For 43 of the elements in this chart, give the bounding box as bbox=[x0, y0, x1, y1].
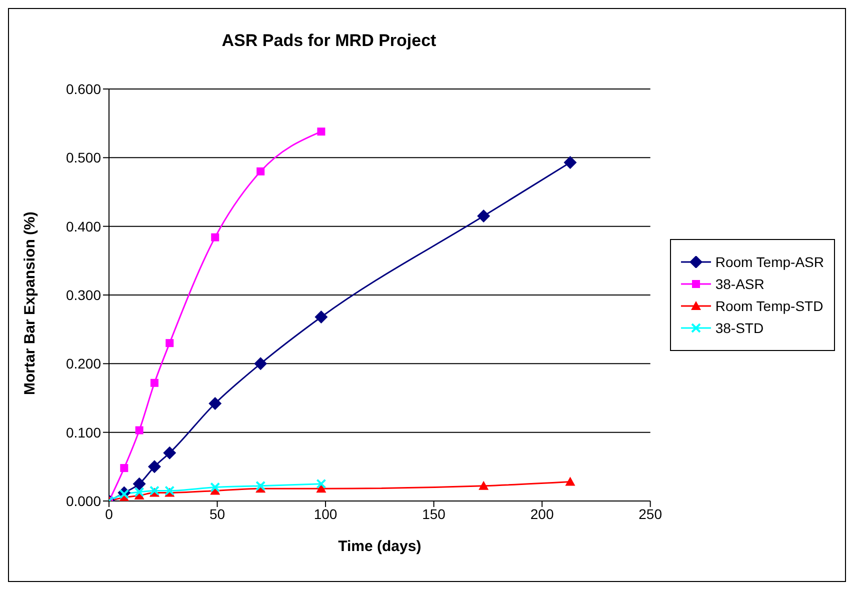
point bbox=[254, 357, 268, 370]
point bbox=[163, 446, 176, 460]
point bbox=[317, 128, 326, 136]
x-tick-label: 0 bbox=[105, 506, 114, 522]
point bbox=[148, 460, 161, 474]
point bbox=[316, 478, 326, 489]
legend-label: 38-ASR bbox=[715, 276, 764, 292]
y-tick-label: 0.300 bbox=[66, 286, 102, 303]
point bbox=[256, 167, 265, 176]
y-tick-label: 0.200 bbox=[66, 356, 102, 372]
point bbox=[210, 482, 220, 492]
x-axis-title: Time (days) bbox=[338, 538, 422, 555]
legend-label: 38-STD bbox=[715, 320, 764, 336]
point bbox=[132, 477, 146, 490]
point bbox=[211, 233, 220, 242]
y-tick-label: 0.600 bbox=[66, 80, 102, 97]
point bbox=[477, 210, 490, 223]
x-tick-label: 250 bbox=[638, 506, 662, 522]
point bbox=[135, 426, 144, 434]
point bbox=[150, 378, 158, 387]
y-tick-label: 0.500 bbox=[66, 150, 102, 166]
x-tick-label: 150 bbox=[422, 506, 446, 522]
point bbox=[316, 484, 326, 493]
point bbox=[314, 310, 328, 324]
point bbox=[564, 156, 577, 169]
point bbox=[256, 480, 266, 491]
point bbox=[565, 476, 576, 486]
chart-title: ASR Pads for MRD Project bbox=[220, 31, 438, 51]
point bbox=[208, 396, 222, 410]
legend-label: Room Temp-ASR bbox=[715, 254, 824, 270]
x-tick-label: 100 bbox=[314, 506, 338, 522]
y-axis-title: Mortar Bar Expansion (%) bbox=[21, 212, 38, 395]
point bbox=[134, 487, 144, 498]
point bbox=[119, 489, 130, 500]
y-tick-label: 0.000 bbox=[66, 492, 102, 509]
point bbox=[166, 339, 174, 348]
x-tick-label: 50 bbox=[209, 506, 226, 522]
point bbox=[120, 464, 128, 472]
point bbox=[478, 480, 489, 490]
y-tick-label: 0.100 bbox=[66, 424, 102, 440]
legend-label: Room Temp-STD bbox=[715, 298, 824, 314]
x-tick-label: 200 bbox=[530, 506, 554, 522]
y-tick-label: 0.400 bbox=[66, 218, 102, 234]
